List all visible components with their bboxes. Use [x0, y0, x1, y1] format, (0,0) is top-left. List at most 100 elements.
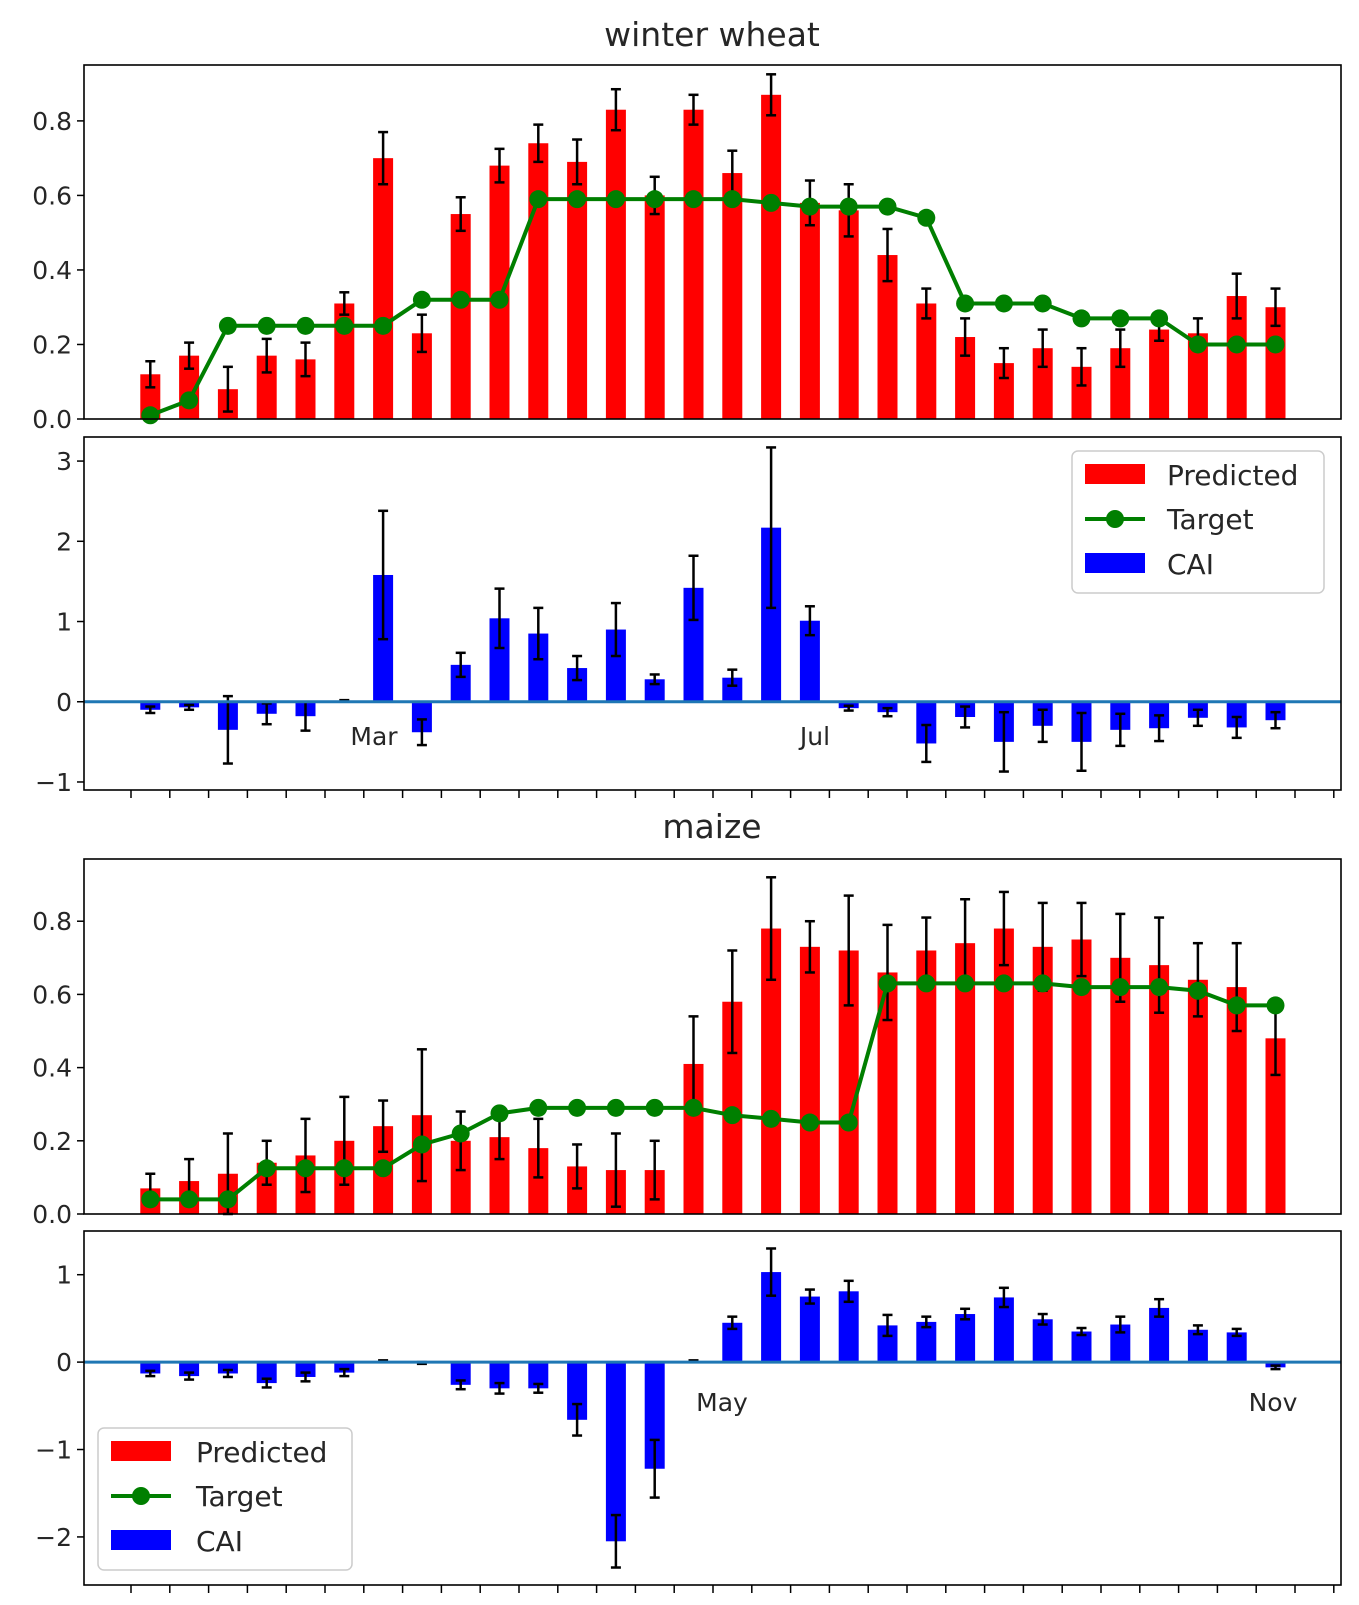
target-marker — [257, 1159, 276, 1178]
target-marker — [180, 391, 199, 410]
legend-label-predicted: Predicted — [1167, 459, 1298, 492]
cai-bar — [993, 1297, 1014, 1363]
target-marker — [917, 208, 936, 227]
cai-bar — [761, 527, 782, 702]
target-marker — [723, 190, 742, 209]
y-tick-label: 0.0 — [32, 405, 72, 434]
predicted-bar — [1187, 333, 1208, 419]
predicted-bar — [1226, 987, 1247, 1214]
target-marker — [1227, 335, 1246, 354]
predicted-bar — [1265, 1038, 1286, 1214]
cai-bar — [1071, 1331, 1092, 1363]
y-tick-label: 0.6 — [32, 980, 72, 1009]
cai-bar — [605, 1362, 626, 1542]
y-tick-label: 0 — [56, 688, 72, 717]
predicted-bar — [411, 333, 432, 419]
cai-bar — [838, 1291, 859, 1363]
target-marker — [218, 316, 237, 335]
axes-frame — [83, 64, 1342, 420]
target-marker — [878, 974, 897, 993]
target-marker — [956, 974, 975, 993]
predicted-bar — [916, 950, 937, 1214]
target-marker — [1227, 996, 1246, 1015]
legend-swatch-cai — [111, 1530, 171, 1550]
predicted-bar — [605, 109, 626, 419]
month-label-nov: Nov — [1249, 1388, 1298, 1417]
target-marker — [917, 974, 936, 993]
target-marker — [606, 1098, 625, 1117]
legend-marker-target — [1106, 510, 1124, 528]
target-marker — [490, 290, 509, 309]
cai-bar — [528, 1362, 549, 1389]
cai-bar — [567, 668, 588, 702]
target-marker — [1266, 996, 1285, 1015]
maize-cai-panel: −2 −1 0 1 — [35, 1230, 1342, 1593]
predicted-bar — [373, 158, 394, 419]
target-marker — [800, 1113, 819, 1132]
legend-bottom: Predicted Target CAI — [97, 1427, 353, 1571]
predicted-bar — [955, 943, 976, 1214]
cai-bar — [605, 629, 626, 702]
predicted-bar — [955, 337, 976, 419]
predicted-bar — [1187, 979, 1208, 1214]
y-tick-label: 0.8 — [32, 907, 72, 936]
predicted-bar — [1032, 946, 1053, 1214]
cai-bar — [528, 633, 549, 702]
target-marker — [762, 193, 781, 212]
target-line — [150, 981, 1276, 1202]
legend-marker-target — [132, 1487, 150, 1505]
predicted-bar — [877, 972, 898, 1214]
y-tick-label: 0.0 — [32, 1200, 72, 1229]
y-tick-label: 3 — [56, 447, 72, 476]
y-tick-label: 0.8 — [32, 107, 72, 136]
winter-wheat-cai-panel: −1 0 1 2 3 — [35, 436, 1342, 798]
cai-bar — [877, 1325, 898, 1363]
target-marker — [296, 316, 315, 335]
target-marker — [994, 294, 1013, 313]
target-marker — [412, 1135, 431, 1154]
legend-label-target: Target — [1166, 503, 1254, 536]
y-tick-label: 2 — [56, 527, 72, 556]
y-tick-label: −1 — [35, 768, 72, 797]
maize-predicted-panel: 0.0 0.2 0.4 0.6 0.8 — [32, 858, 1342, 1229]
target-line — [149, 197, 1276, 418]
legend-label-predicted: Predicted — [196, 1436, 327, 1469]
target-marker — [141, 406, 160, 425]
target-marker — [645, 190, 664, 209]
cai-bar — [334, 1362, 355, 1373]
target-marker — [490, 1104, 509, 1123]
predicted-bar — [761, 928, 782, 1214]
predicted-bar — [567, 161, 588, 419]
predicted-bar — [877, 255, 898, 419]
cai-bar — [955, 1314, 976, 1363]
target-marker — [529, 1098, 548, 1117]
predicted-bar — [489, 1137, 510, 1214]
cai-bar — [1226, 1332, 1247, 1363]
predicted-bar — [295, 359, 316, 419]
target-marker — [1111, 309, 1130, 328]
cai-bar — [1149, 1307, 1170, 1363]
predicted-bar — [644, 195, 665, 419]
predicted-bar — [838, 950, 859, 1214]
legend-swatch-predicted — [1085, 464, 1145, 484]
predicted-bar — [799, 946, 820, 1214]
cai-bar — [683, 587, 704, 702]
legend-label-cai: CAI — [196, 1525, 243, 1558]
target-marker — [1033, 294, 1052, 313]
maize-title: maize — [662, 807, 761, 846]
cai-bar — [489, 618, 510, 702]
target-marker — [1188, 335, 1207, 354]
cai-bar — [140, 1362, 161, 1374]
target-marker — [994, 974, 1013, 993]
cai-bar — [916, 1321, 937, 1363]
target-marker — [296, 1159, 315, 1178]
target-marker — [335, 1159, 354, 1178]
y-tick-label: 0.4 — [32, 256, 72, 285]
predicted-bar — [683, 109, 704, 419]
winter-wheat-predicted-panel: 0.0 0.2 0.4 0.6 0.8 — [32, 64, 1342, 434]
target-marker — [451, 1124, 470, 1143]
cai-bar — [450, 664, 471, 702]
target-marker — [723, 1106, 742, 1125]
cai-bar — [1032, 1319, 1053, 1363]
